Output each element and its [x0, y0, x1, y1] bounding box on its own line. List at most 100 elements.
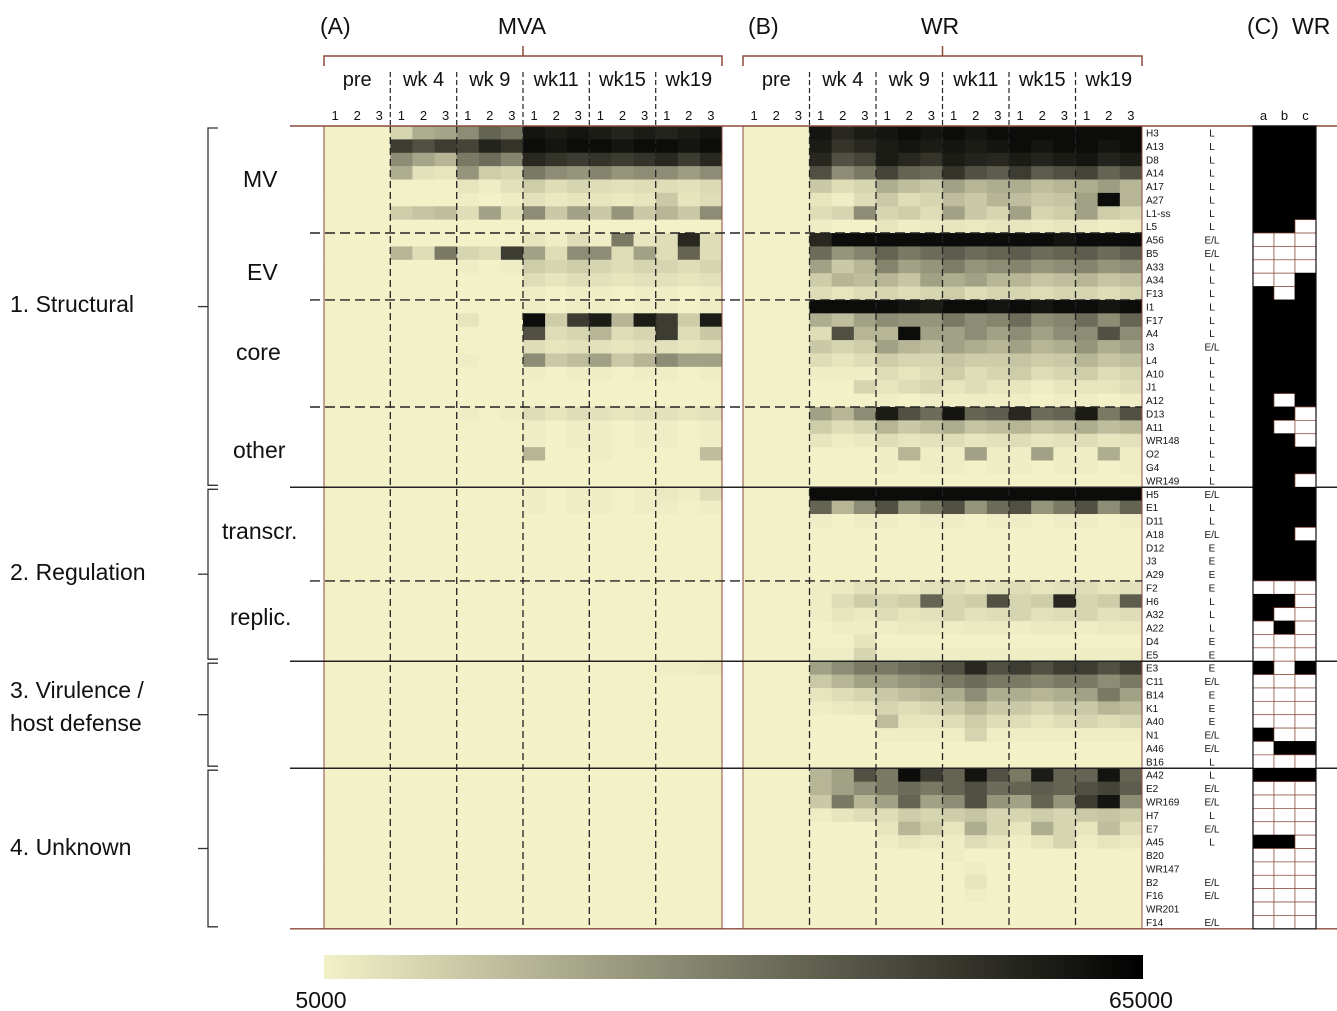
heatmap-cell-a [412, 607, 435, 622]
heatmap-cell-a [699, 406, 723, 421]
gene-class-label: E/L [1204, 784, 1219, 795]
heatmap-cell-b [986, 768, 1010, 783]
heatmap-cell-a [677, 139, 701, 154]
heatmap-cell-b [1119, 139, 1143, 154]
heatmap-cell-b [1053, 514, 1076, 528]
heatmap-cell-b [1097, 821, 1121, 836]
heatmap-cell-a [589, 366, 612, 381]
heatmap-cell-a [390, 741, 413, 756]
gene-label: D8 [1146, 155, 1159, 166]
heatmap-cell-b [876, 621, 899, 635]
heatmap-cell-b [809, 634, 833, 649]
heatmap-cell-a [589, 206, 612, 221]
heatmap-cell-a [346, 259, 369, 274]
heatmap-cell-b [1053, 875, 1076, 890]
heatmap-cell-a [567, 714, 590, 729]
heatmap-cell-b [986, 835, 1010, 849]
heatmap-cell-b [1031, 567, 1054, 582]
heatmap-cell-b [942, 340, 966, 354]
heatmap-cell-b [787, 219, 810, 234]
heatmap-cell-b [743, 728, 766, 742]
heatmap-cell-a [633, 206, 657, 221]
heatmap-cell-a [434, 795, 458, 809]
panel-c-cell [1294, 741, 1317, 756]
heatmap-cell-b [1119, 179, 1143, 194]
heatmap-cell-a [611, 795, 634, 809]
heatmap-cell-a [633, 406, 657, 421]
heatmap-cell-b [743, 741, 766, 756]
heatmap-cell-b [1031, 447, 1054, 461]
heatmap-cell-b [964, 875, 988, 890]
heatmap-cell-a [567, 848, 590, 863]
heatmap-cell-a [567, 460, 590, 475]
heatmap-cell-a [655, 621, 679, 635]
heatmap-cell-a [589, 540, 612, 555]
heatmap-cell-a [545, 580, 568, 595]
heatmap-cell-b [876, 420, 899, 435]
heatmap-cell-b [1097, 741, 1121, 756]
heatmap-cell-b [787, 540, 810, 555]
heatmap-cell-b [1119, 861, 1143, 876]
heatmap-cell-a [633, 313, 657, 328]
heatmap-cell-b [1031, 166, 1054, 180]
replicate-label: 3 [928, 108, 935, 123]
panel-c-column-label: a [1260, 108, 1268, 123]
heatmap-cell-a [456, 634, 480, 649]
replicate-label: 3 [442, 108, 449, 123]
time-point-label: wk15 [598, 69, 646, 91]
heatmap-cell-a [611, 433, 634, 448]
gene-label: A22 [1146, 624, 1164, 635]
heatmap-cell-a [677, 634, 701, 649]
heatmap-cell-a [368, 875, 391, 890]
heatmap-cell-a [677, 433, 701, 448]
panel-c-cell [1252, 379, 1275, 394]
heatmap-cell-a [346, 821, 369, 836]
heatmap-cell-a [500, 286, 524, 301]
heatmap-cell-b [1009, 447, 1032, 461]
gene-class-label: L [1209, 383, 1215, 394]
heatmap-cell-a [412, 259, 435, 274]
heatmap-cell-b [876, 848, 899, 863]
heatmap-cell-b [1009, 259, 1032, 274]
heatmap-cell-b [1031, 754, 1054, 769]
gene-class-label: E/L [1204, 677, 1219, 688]
heatmap-cell-b [1009, 741, 1032, 756]
heatmap-cell-a [456, 313, 480, 328]
gene-class-label: L [1209, 410, 1215, 421]
heatmap-cell-a [523, 607, 546, 622]
heatmap-cell-b [809, 701, 833, 716]
heatmap-cell-a [390, 152, 413, 167]
gene-class-label: E/L [1204, 744, 1219, 755]
heatmap-cell-a [589, 848, 612, 863]
gene-class-label: E/L [1204, 878, 1219, 889]
heatmap-cell-a [324, 808, 347, 823]
heatmap-cell-b [831, 366, 855, 381]
heatmap-cell-a [611, 500, 634, 515]
replicate-label: 2 [354, 108, 361, 123]
panel-c-cell [1273, 326, 1296, 341]
heatmap-cell-a [545, 607, 568, 622]
heatmap-cell-b [986, 915, 1010, 930]
gene-label: F2 [1146, 583, 1158, 594]
heatmap-cell-b [1097, 259, 1121, 274]
heatmap-cell-b [964, 594, 988, 609]
heatmap-cell-a [611, 540, 634, 555]
replicate-label: 3 [707, 108, 714, 123]
heatmap-cell-b [787, 473, 810, 488]
heatmap-cell-a [456, 460, 480, 475]
heatmap-cell-a [545, 366, 568, 381]
heatmap-cell-a [368, 888, 391, 903]
heatmap-cell-b [920, 286, 943, 301]
heatmap-cell-b [743, 139, 766, 154]
heatmap-cell-b [920, 554, 943, 568]
heatmap-cell-b [743, 487, 766, 502]
heatmap-cell-b [765, 393, 788, 408]
heatmap-cell-b [1053, 126, 1076, 140]
heatmap-cell-b [964, 915, 988, 930]
panel-c-cell [1273, 460, 1296, 475]
heatmap-cell-b [920, 166, 943, 180]
heatmap-cell-b [1009, 139, 1032, 154]
category-virulence-label-line1: 3. Virulence / [10, 677, 144, 703]
heatmap-cell-b [787, 835, 810, 849]
heatmap-cell-a [390, 340, 413, 354]
